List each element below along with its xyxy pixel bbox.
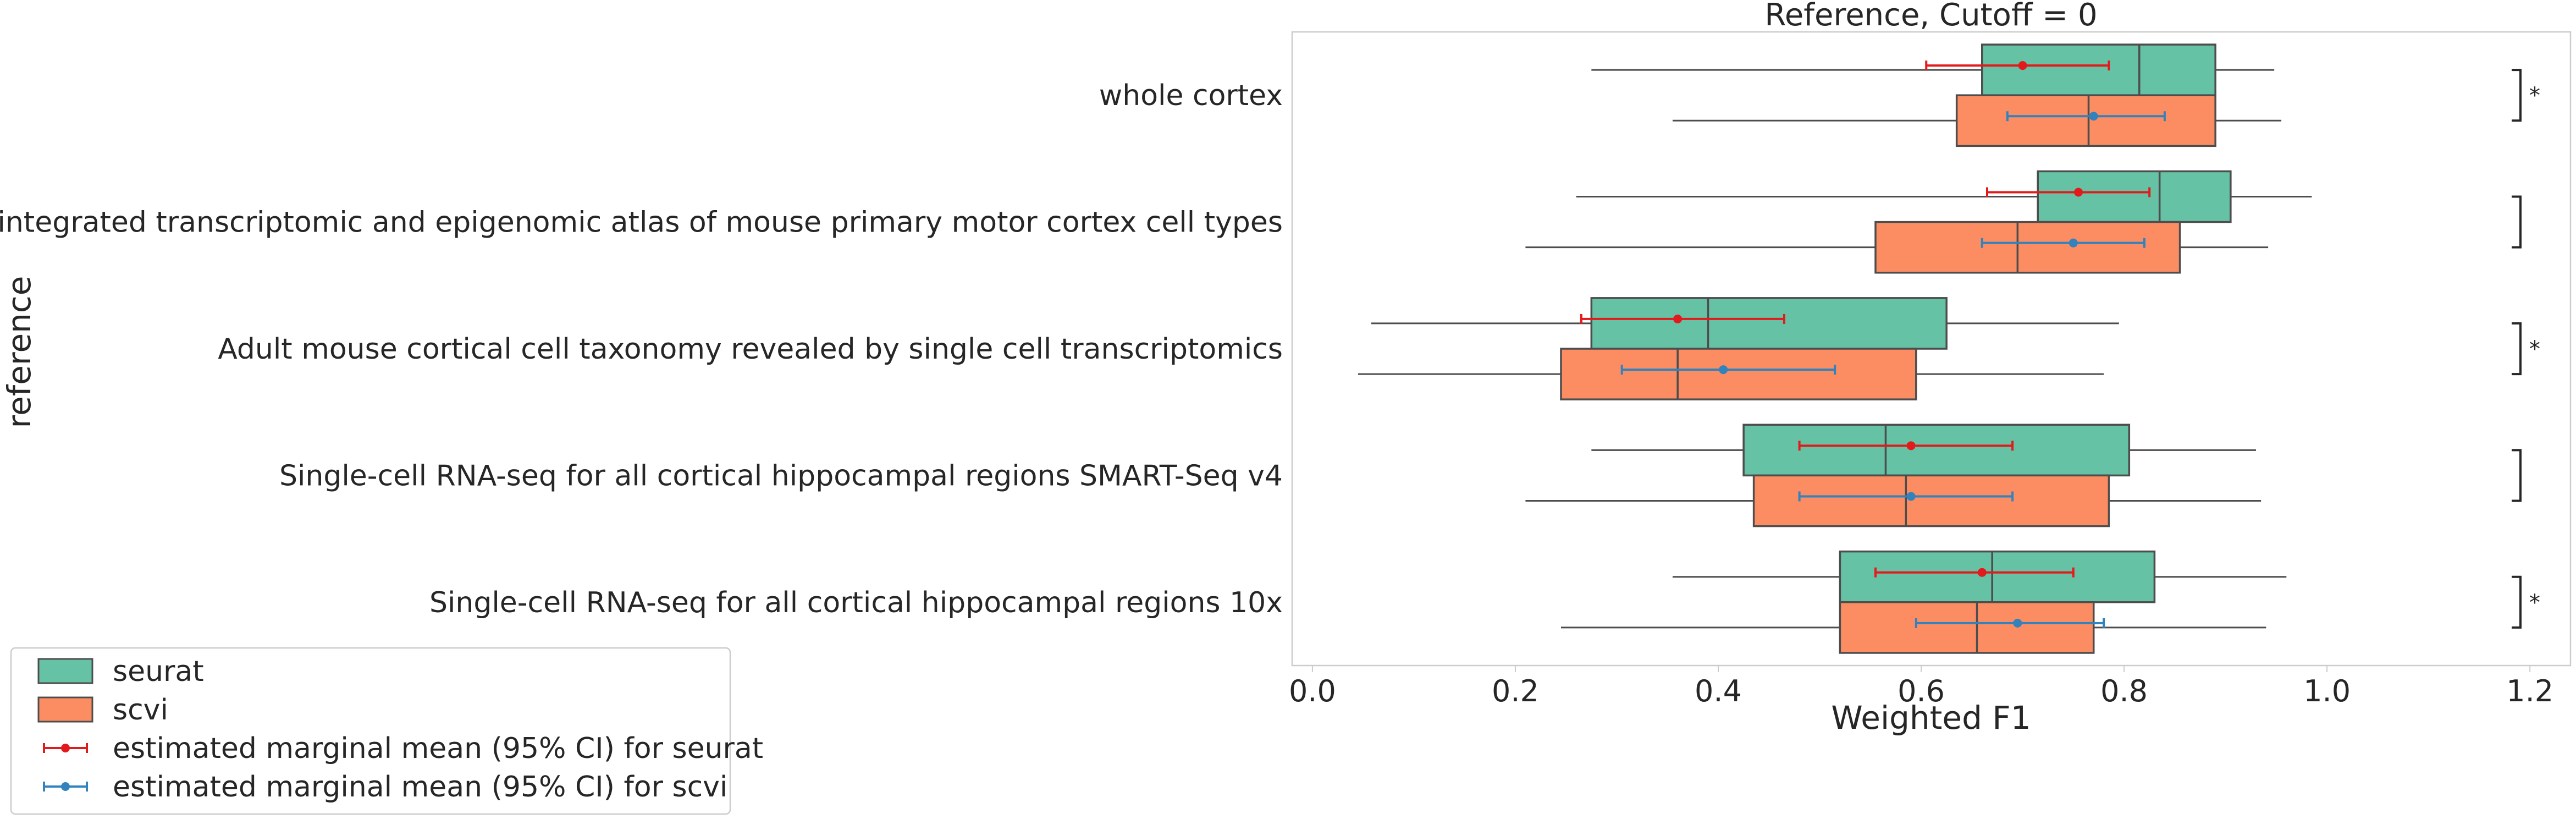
legend-swatch-scvi — [37, 696, 93, 723]
mean-point — [1719, 365, 1728, 375]
emmean-1-2 — [1620, 365, 1836, 375]
emmean-0-0 — [1925, 61, 2110, 71]
legend-frame — [10, 647, 731, 815]
box-iqr — [2037, 170, 2232, 223]
legend-label: seurat — [113, 655, 204, 688]
box-seurat-2 — [1371, 297, 2119, 350]
x-ticks: 0.0 0.2 0.4 0.6 0.8 1.0 1.2 — [1289, 666, 2553, 708]
box-scvi-1 — [1525, 221, 2269, 274]
mean-point — [2074, 188, 2083, 197]
box-iqr — [1955, 94, 2216, 147]
boxes-layer — [1358, 43, 2312, 654]
box-scvi-4 — [1560, 601, 2266, 654]
box-scvi-0 — [1672, 94, 2282, 147]
box-iqr — [1590, 297, 1948, 350]
mean-point — [2018, 61, 2027, 70]
significance-bracket — [2512, 322, 2522, 376]
emmean-0-2 — [1580, 314, 1785, 324]
mean-point — [1977, 568, 1987, 577]
legend-label: estimated marginal mean (95% CI) for scv… — [113, 771, 727, 804]
y-tick-label: Adult mouse cortical cell taxonomy revea… — [218, 333, 1283, 366]
box-scvi-3 — [1525, 474, 2261, 527]
y-tick-labels: whole cortex An integrated transcriptomic… — [0, 79, 1283, 619]
significance-star: * — [2529, 337, 2540, 362]
mean-point — [2089, 112, 2098, 121]
box-seurat-4 — [1672, 550, 2287, 603]
box-iqr — [1742, 424, 2131, 477]
box-iqr — [1839, 550, 2156, 603]
x-tick-label: 0.6 — [1897, 674, 1945, 708]
emmean-1-3 — [1798, 491, 2014, 502]
legend-swatch-seurat — [37, 658, 93, 684]
significance-bracket — [2512, 575, 2522, 629]
x-tick-label: 0.2 — [1492, 674, 1539, 708]
mean-point — [1906, 492, 1916, 501]
legend-label: estimated marginal mean (95% CI) for seu… — [113, 732, 763, 765]
x-tick-label: 0.4 — [1695, 674, 1742, 708]
y-tick-label: Single-cell RNA-seq for all cortical hip… — [429, 586, 1283, 619]
chart-title: Reference, Cutoff = 0 — [1764, 0, 2097, 33]
x-axis-label: Weighted F1 — [1831, 699, 2031, 736]
emmean-1-4 — [1915, 618, 2105, 628]
box-seurat-3 — [1591, 424, 2256, 477]
box-iqr — [1839, 601, 2095, 654]
means-layer — [1580, 61, 2166, 628]
mean-point — [2013, 618, 2022, 628]
significance-bracket — [2512, 449, 2522, 502]
significance-star: * — [2529, 590, 2540, 615]
y-tick-label: An integrated transcriptomic and epigeno… — [0, 206, 1283, 239]
x-tick-label: 1.2 — [2506, 674, 2553, 708]
box-iqr — [1981, 43, 2216, 96]
significance-bracket — [2512, 195, 2522, 249]
emmean-1-0 — [2006, 111, 2166, 122]
legend-mean-point — [61, 782, 70, 791]
box-iqr — [1560, 348, 1917, 400]
legend: seurat scvi estimated marginal mean (95% C… — [10, 647, 763, 815]
mean-point — [1906, 441, 1916, 450]
y-tick-label: whole cortex — [1099, 79, 1283, 112]
box-seurat-1 — [1576, 170, 2312, 223]
significance-layer: * * * — [2512, 69, 2540, 629]
legend-mean-point — [61, 744, 70, 752]
box-iqr — [1752, 474, 2110, 527]
x-tick-label: 0.0 — [1289, 674, 1336, 708]
legend-label: scvi — [113, 694, 168, 727]
emmean-1-1 — [1981, 238, 2145, 248]
y-tick-label: Single-cell RNA-seq for all cortical hip… — [279, 459, 1283, 492]
significance-star: * — [2529, 83, 2540, 108]
emmean-0-1 — [1985, 187, 2151, 197]
mean-point — [2068, 238, 2078, 248]
emmean-0-4 — [1874, 567, 2075, 578]
box-iqr — [1874, 221, 2181, 274]
x-tick-label: 0.8 — [2100, 674, 2148, 708]
box-scvi-2 — [1358, 348, 2104, 400]
x-tick-label: 1.0 — [2303, 674, 2351, 708]
y-axis-label: reference — [1, 276, 38, 428]
emmean-0-3 — [1798, 441, 2014, 451]
significance-bracket — [2512, 69, 2522, 122]
mean-point — [1673, 314, 1683, 323]
